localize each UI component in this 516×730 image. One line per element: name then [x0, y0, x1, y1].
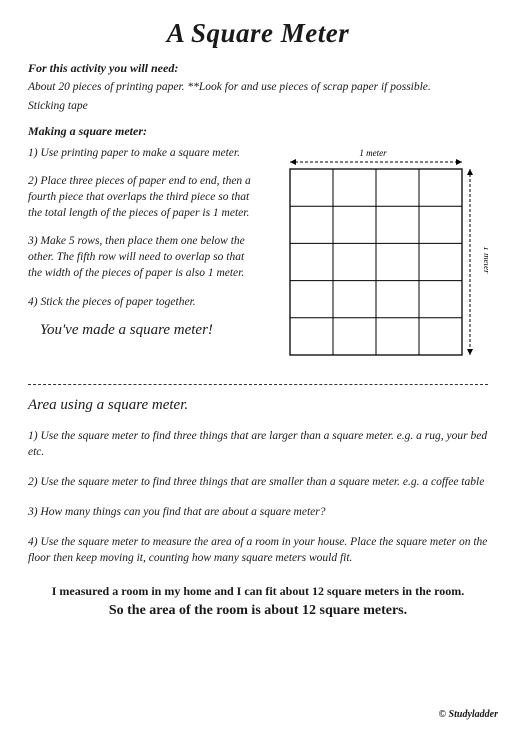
made-it-text: You've made a square meter!	[40, 322, 258, 339]
area-step-2: 2) Use the square meter to find three th…	[28, 474, 488, 490]
area-step-3: 3) How many things can you find that are…	[28, 504, 488, 520]
making-step-4: 4) Stick the pieces of paper together.	[28, 294, 258, 310]
need-heading: For this activity you will need:	[28, 61, 488, 76]
arrow-down-icon	[467, 349, 473, 355]
making-section: 1) Use printing paper to make a square m…	[28, 145, 488, 370]
need-line-1: About 20 pieces of printing paper. **Loo…	[28, 80, 488, 95]
making-step-1: 1) Use printing paper to make a square m…	[28, 145, 258, 161]
page-title: A Square Meter	[28, 18, 488, 49]
diagram-grid	[290, 169, 462, 355]
arrow-left-icon	[290, 159, 296, 165]
credit-text: © Studyladder	[439, 709, 498, 720]
square-meter-diagram: 1 meter 1 meter	[268, 145, 488, 370]
section-divider	[28, 384, 488, 385]
making-step-3: 3) Make 5 rows, then place them one belo…	[28, 233, 258, 281]
diagram-label-top: 1 meter	[359, 148, 387, 158]
need-line-2: Sticking tape	[28, 99, 488, 114]
area-step-1: 1) Use the square meter to find three th…	[28, 428, 488, 460]
area-step-4: 4) Use the square meter to measure the a…	[28, 534, 488, 566]
result-line-1: I measured a room in my home and I can f…	[28, 584, 488, 599]
result-line-2: So the area of the room is about 12 squa…	[28, 603, 488, 619]
diagram-label-right: 1 meter	[482, 246, 488, 274]
making-step-2: 2) Place three pieces of paper end to en…	[28, 173, 258, 221]
making-steps: 1) Use printing paper to make a square m…	[28, 145, 268, 339]
arrow-up-icon	[467, 169, 473, 175]
making-heading: Making a square meter:	[28, 124, 488, 139]
area-heading: Area using a square meter.	[28, 397, 488, 414]
arrow-right-icon	[456, 159, 462, 165]
